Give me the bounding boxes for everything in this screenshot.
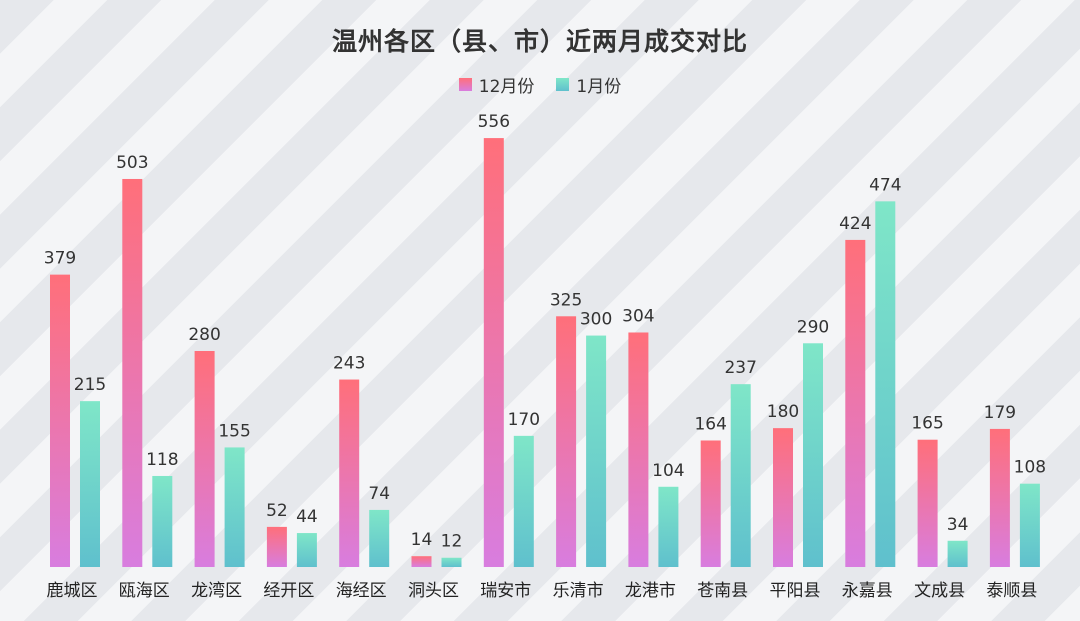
chart-title: 温州各区（县、市）近两月成交对比	[331, 27, 748, 56]
data-label-dec-9: 164	[694, 414, 726, 434]
data-label-jan-1: 118	[146, 450, 178, 470]
bar-group-3: 52 44 经开区	[263, 501, 317, 601]
data-label-dec-5: 14	[411, 530, 433, 550]
bar-dec-2[interactable]	[194, 351, 215, 567]
bar-jan-4[interactable]	[369, 509, 390, 567]
x-tick-label-9: 苍南县	[697, 581, 748, 601]
bar-group-4: 243 74 海经区	[333, 354, 390, 601]
data-label-jan-13: 108	[1014, 458, 1046, 478]
legend-swatch-series-1	[556, 78, 570, 91]
legend-swatch-series-0	[458, 78, 472, 91]
bar-dec-5[interactable]	[411, 556, 432, 567]
data-label-dec-13: 179	[984, 403, 1016, 423]
bar-group-5: 14 12 洞头区	[408, 530, 462, 601]
bar-group-11: 424 474 永嘉县	[839, 175, 901, 601]
bar-dec-3[interactable]	[266, 526, 287, 567]
data-label-jan-5: 12	[441, 532, 463, 552]
x-tick-label-0: 鹿城区	[47, 581, 98, 601]
data-label-dec-0: 379	[44, 249, 76, 269]
bar-dec-13[interactable]	[989, 428, 1010, 567]
bar-jan-2[interactable]	[224, 447, 245, 567]
data-label-dec-3: 52	[266, 501, 288, 521]
chart-legend: 12月份 1月份	[0, 72, 1080, 97]
bar-dec-11[interactable]	[845, 239, 866, 567]
x-tick-label-8: 龙港市	[625, 581, 676, 601]
x-tick-label-6: 瑞安市	[480, 581, 531, 601]
legend-item-series-0[interactable]: 12月份	[458, 72, 535, 97]
bar-dec-8[interactable]	[628, 332, 649, 567]
data-label-jan-12: 34	[947, 515, 969, 535]
bar-jan-0[interactable]	[80, 401, 100, 567]
data-label-jan-9: 237	[724, 358, 756, 378]
data-label-jan-8: 104	[652, 461, 684, 481]
bar-jan-13[interactable]	[1019, 483, 1040, 567]
data-label-jan-6: 170	[508, 410, 540, 430]
bar-jan-6[interactable]	[513, 435, 534, 567]
x-tick-label-5: 洞头区	[408, 581, 459, 601]
data-label-dec-1: 503	[116, 153, 148, 173]
bar-dec-9[interactable]	[700, 440, 721, 567]
bar-jan-12[interactable]	[947, 540, 968, 567]
data-label-dec-8: 304	[622, 306, 654, 326]
data-label-dec-11: 424	[839, 214, 871, 234]
data-label-jan-7: 300	[580, 310, 612, 330]
x-tick-label-1: 瓯海区	[119, 581, 170, 601]
data-label-jan-2: 155	[218, 421, 250, 441]
bar-group-13: 179 108 泰顺县	[984, 403, 1046, 601]
bar-group-2: 280 155 龙湾区	[188, 325, 250, 601]
x-tick-label-13: 泰顺县	[986, 581, 1037, 601]
bar-dec-7[interactable]	[556, 316, 577, 567]
x-tick-label-11: 永嘉县	[842, 581, 893, 601]
bar-jan-1[interactable]	[152, 475, 173, 567]
legend-label-series-1: 1月份	[576, 77, 622, 97]
data-label-dec-10: 180	[767, 402, 799, 422]
bar-dec-4[interactable]	[339, 379, 360, 567]
bar-group-1: 503 118 瓯海区	[116, 153, 178, 601]
bar-jan-10[interactable]	[803, 343, 823, 567]
bar-group-6: 556 170 瑞安市	[478, 112, 540, 601]
bar-group-12: 165 34 文成县	[911, 414, 968, 601]
data-label-dec-7: 325	[550, 290, 582, 310]
x-tick-label-12: 文成县	[914, 581, 965, 601]
bar-dec-12[interactable]	[917, 439, 938, 567]
legend-item-series-1[interactable]: 1月份	[556, 72, 621, 97]
bar-jan-3[interactable]	[296, 533, 317, 567]
x-tick-label-4: 海经区	[336, 581, 387, 601]
data-label-dec-12: 165	[911, 414, 943, 434]
bar-jan-8[interactable]	[658, 486, 679, 567]
data-label-jan-3: 44	[296, 507, 318, 527]
data-label-jan-10: 290	[797, 317, 829, 337]
data-label-dec-4: 243	[333, 354, 365, 374]
bar-group-8: 304 104 龙港市	[622, 306, 684, 601]
bar-dec-10[interactable]	[773, 428, 793, 567]
x-tick-label-7: 乐清市	[553, 581, 604, 601]
bar-jan-5[interactable]	[441, 557, 462, 567]
legend-label-series-0: 12月份	[478, 77, 535, 97]
data-label-dec-2: 280	[188, 325, 220, 345]
bar-jan-11[interactable]	[875, 201, 896, 568]
bar-group-10: 180 290 平阳县	[767, 317, 829, 601]
data-label-jan-4: 74	[368, 484, 390, 504]
bar-group-9: 164 237 苍南县	[694, 358, 756, 601]
bar-dec-6[interactable]	[483, 138, 504, 568]
x-tick-label-10: 平阳县	[770, 581, 821, 601]
bar-group-0: 379 215 鹿城区	[44, 249, 106, 601]
x-tick-label-2: 龙湾区	[191, 581, 242, 601]
data-label-jan-11: 474	[869, 175, 901, 195]
bar-jan-9[interactable]	[730, 384, 751, 567]
bar-jan-7[interactable]	[586, 335, 607, 567]
data-label-dec-6: 556	[478, 112, 510, 132]
bar-dec-1[interactable]	[122, 178, 143, 567]
bar-dec-0[interactable]	[50, 274, 70, 567]
data-label-jan-0: 215	[74, 375, 106, 395]
x-tick-label-3: 经开区	[263, 581, 314, 601]
